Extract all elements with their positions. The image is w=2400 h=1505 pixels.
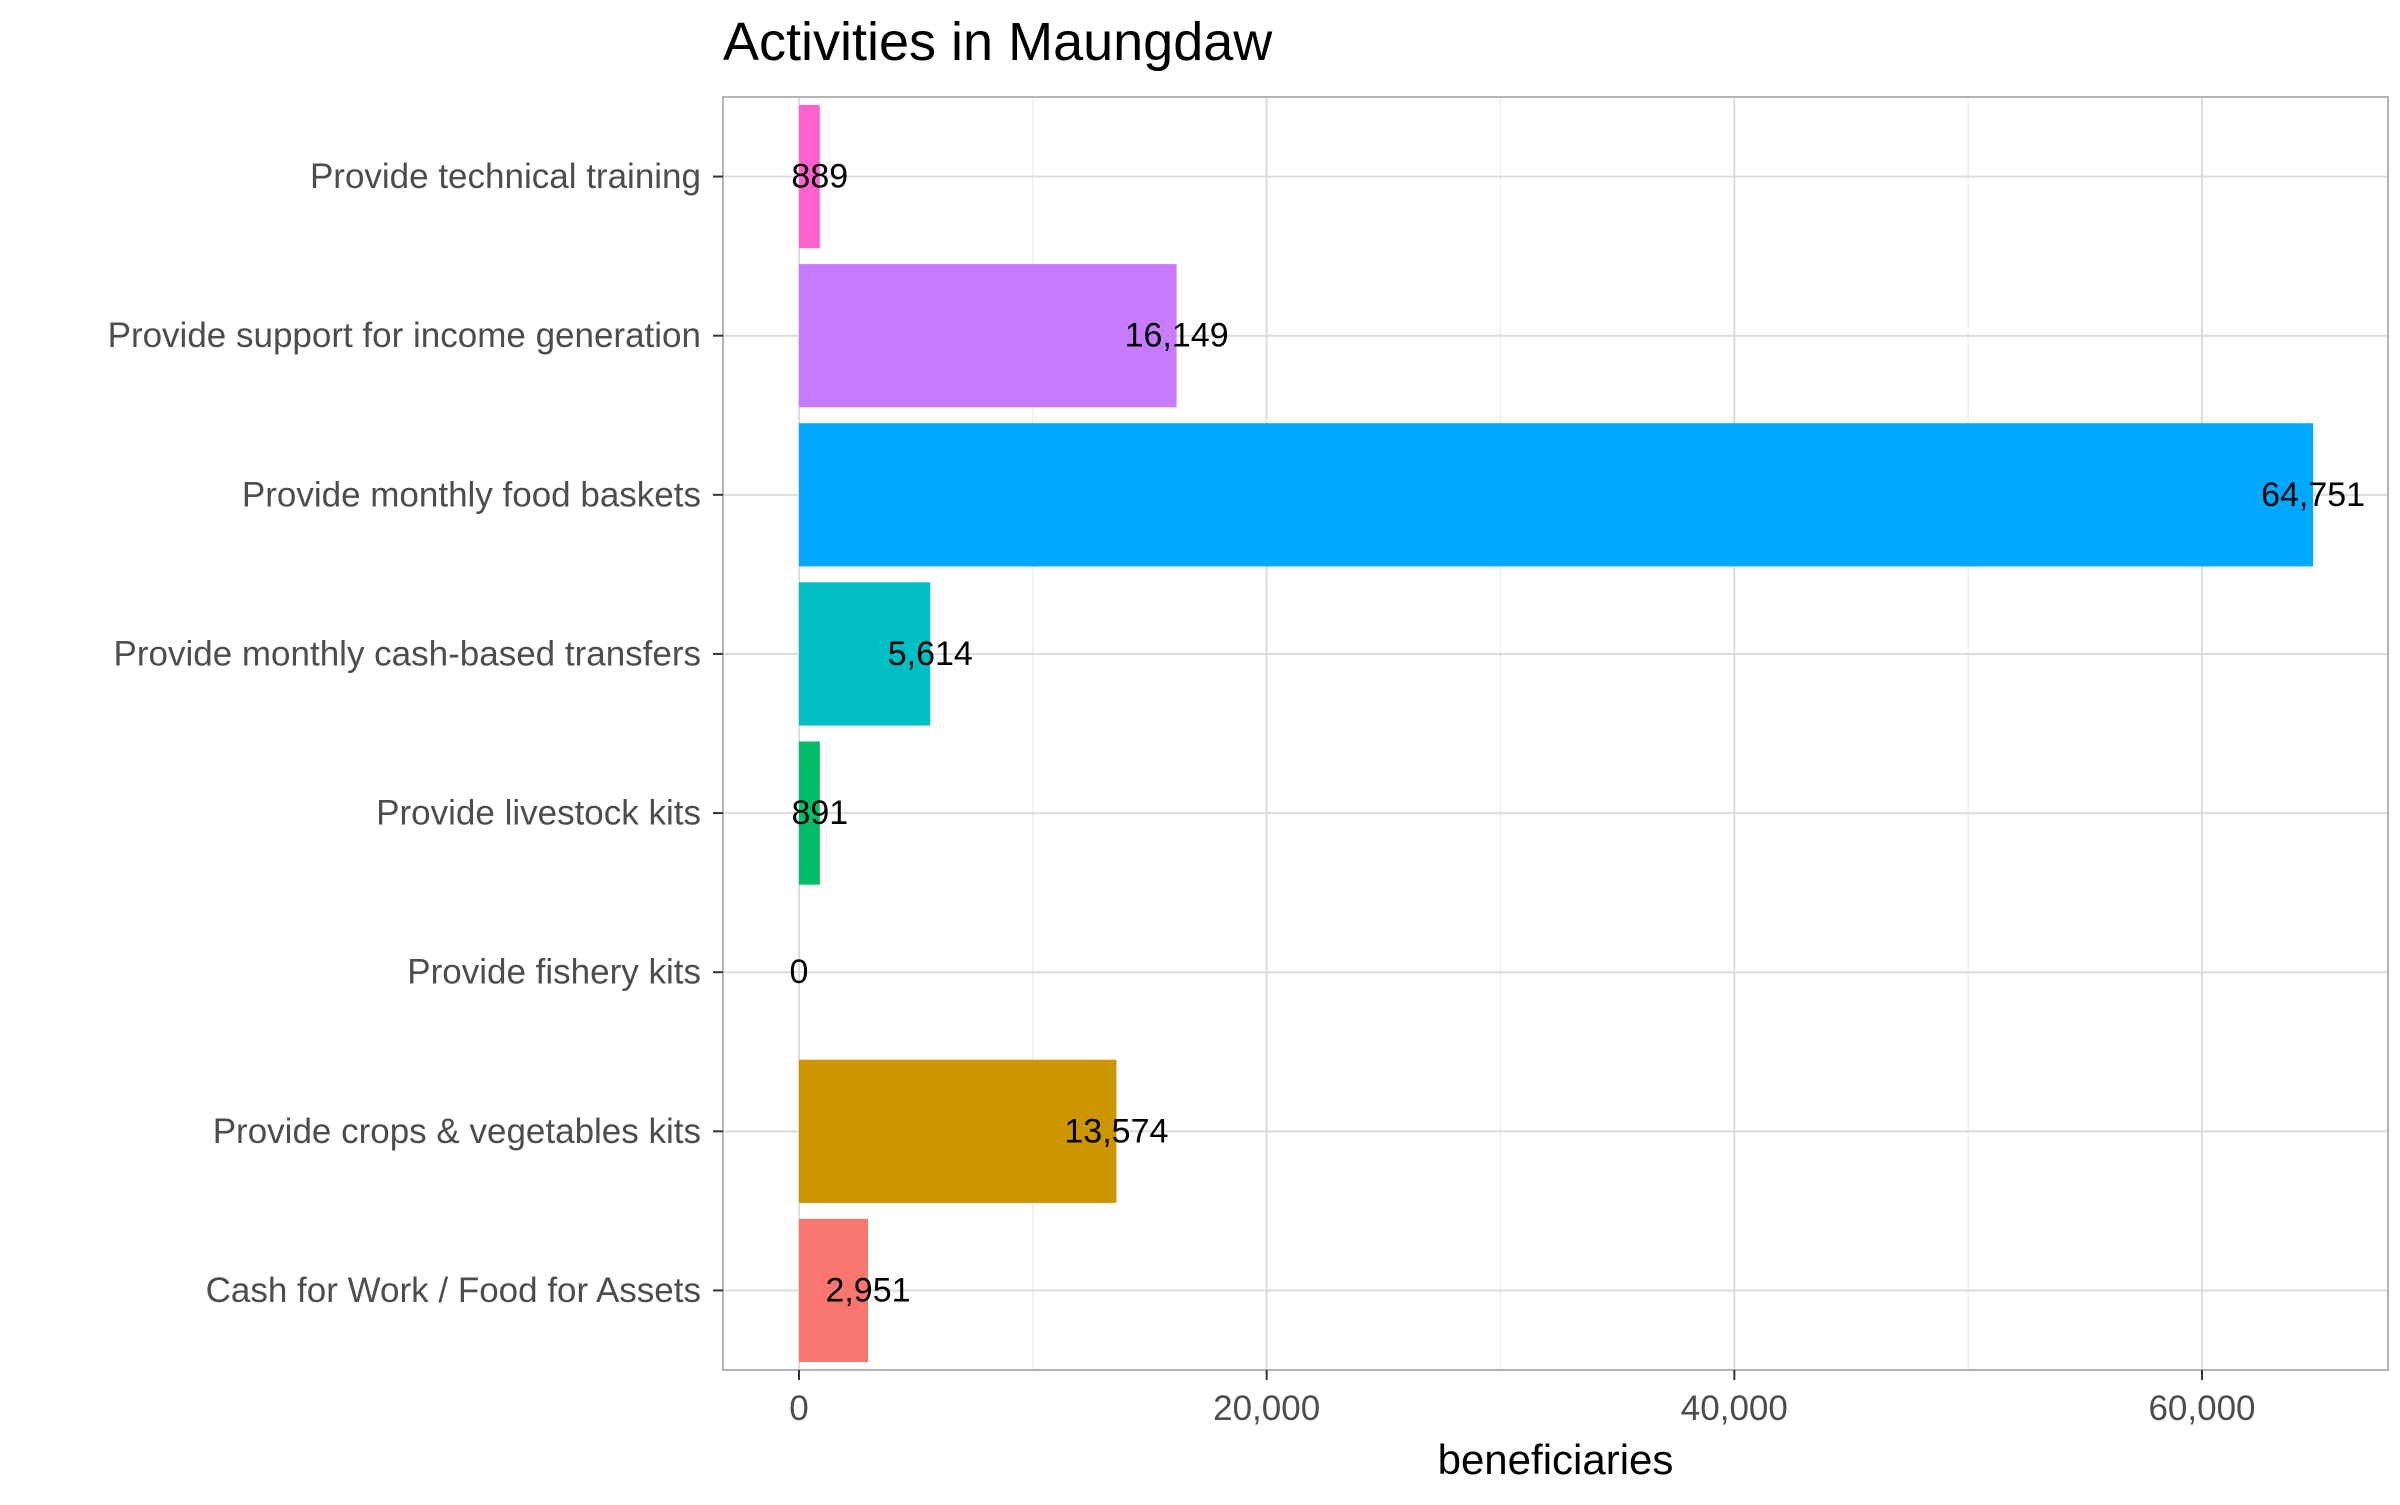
x-tick-label: 60,000 — [2148, 1389, 2255, 1428]
y-tick-label: Provide monthly food baskets — [242, 475, 701, 514]
x-tick-label: 20,000 — [1213, 1389, 1320, 1428]
x-axis-ticks: 0 20,000 40,000 60,000 — [789, 1370, 2256, 1428]
y-tick-label: Provide technical training — [310, 157, 701, 196]
y-tick-label: Provide fishery kits — [407, 953, 701, 992]
bar — [799, 1218, 869, 1363]
bar — [799, 104, 820, 249]
y-tick-label: Cash for Work / Food for Assets — [206, 1271, 701, 1310]
bar-value-label: 5,614 — [888, 635, 973, 673]
bar — [799, 582, 931, 726]
panel-border — [722, 96, 2389, 1371]
y-axis-ticks: Cash for Work / Food for Assets Provide c… — [108, 157, 723, 1310]
y-tick-label: Provide support for income generation — [108, 316, 701, 355]
bar-value-label: 16,149 — [1125, 317, 1229, 355]
bar — [799, 741, 820, 885]
bar-value-label: 889 — [791, 158, 848, 196]
bar — [799, 1059, 1117, 1203]
bar — [799, 423, 2314, 567]
bar-value-label: 64,751 — [2261, 476, 2365, 514]
bar-value-label: 0 — [790, 953, 809, 991]
y-tick-label: Provide crops & vegetables kits — [213, 1112, 701, 1151]
bar-value-label: 2,951 — [825, 1271, 910, 1309]
data-labels: 2,951 13,574 0 891 5,614 64,751 16,149 889 — [790, 158, 2366, 1310]
x-axis-title: beneficiaries — [1438, 1436, 1674, 1483]
bar — [799, 264, 1177, 408]
y-tick-label: Provide livestock kits — [376, 794, 701, 833]
x-tick-label: 40,000 — [1681, 1389, 1788, 1428]
y-tick-label: Provide monthly cash-based transfers — [114, 634, 702, 673]
bar-value-label: 13,574 — [1064, 1112, 1168, 1150]
bar-value-label: 891 — [791, 794, 848, 832]
x-tick-label: 0 — [789, 1389, 808, 1428]
chart-title: Activities in Maungdaw — [723, 12, 1273, 72]
bars — [799, 104, 2314, 1363]
